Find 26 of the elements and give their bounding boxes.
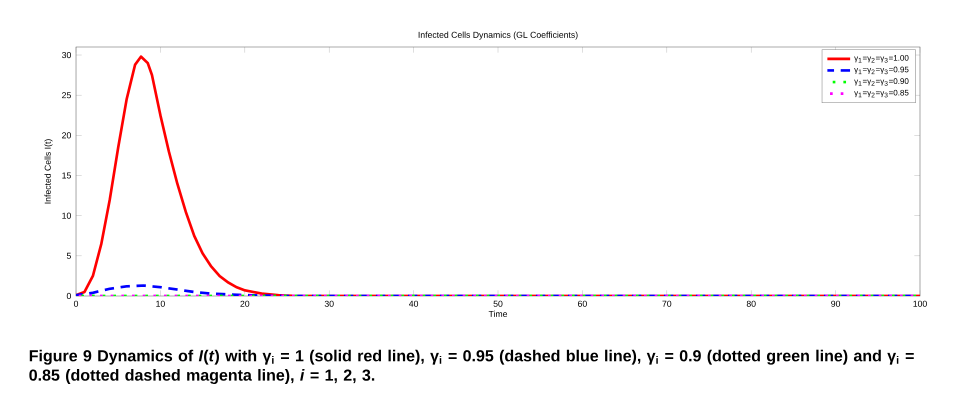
x-tick-label: 0 [74,300,78,307]
legend-label: γ$_{1}$=γ$_{2}$=γ$_{3}$=0.90 [854,78,909,86]
y-tick-label: 15 [62,172,71,179]
legend-label: γ$_{1}$=γ$_{2}$=γ$_{3}$=0.85 [854,90,909,98]
x-tick-label: 30 [324,300,334,307]
x-tick-label: 90 [831,300,840,307]
x-tick-label: 80 [746,300,756,307]
text: Figure 9 Dynamics of I(t) with γ$_{i}$ = 1 (solid red line), γ$_{i}$ = 0.95 (dashed blue line), γ$_{i}$ = 0.9 (dotted green line) and γ$_{i}$ = 0.85 (dotted dashed magenta line), i = 1, 2, 3. [29,350,914,384]
y-axis-title: Infected Cells I(t) [44,139,53,204]
x-axis-title: Time [488,310,508,318]
chart-title: Infected Cells Dynamics (GL Coefficients) [418,32,578,40]
y-tick-label: 0 [66,292,71,300]
y-tick-label: 5 [66,252,71,259]
x-tick-label: 20 [240,300,250,307]
x-tick-label: 50 [494,300,502,307]
y-tick-label: 25 [62,92,71,98]
x-tick-label: 70 [662,300,672,307]
y-tick-label: 10 [62,212,71,219]
x-tick-label: 60 [578,300,587,307]
y-tick-label: 30 [62,52,71,58]
legend-label: γ$_{1}$=γ$_{2}$=γ$_{3}$=0.95 [854,66,909,74]
legend-label: γ$_{1}$=γ$_{2}$=γ$_{3}$=1.00 [854,55,909,63]
x-tick-label: 100 [913,300,927,307]
x-tick-label: 10 [156,300,165,307]
x-tick-label: 40 [409,300,418,307]
y-tick-label: 20 [62,132,71,138]
